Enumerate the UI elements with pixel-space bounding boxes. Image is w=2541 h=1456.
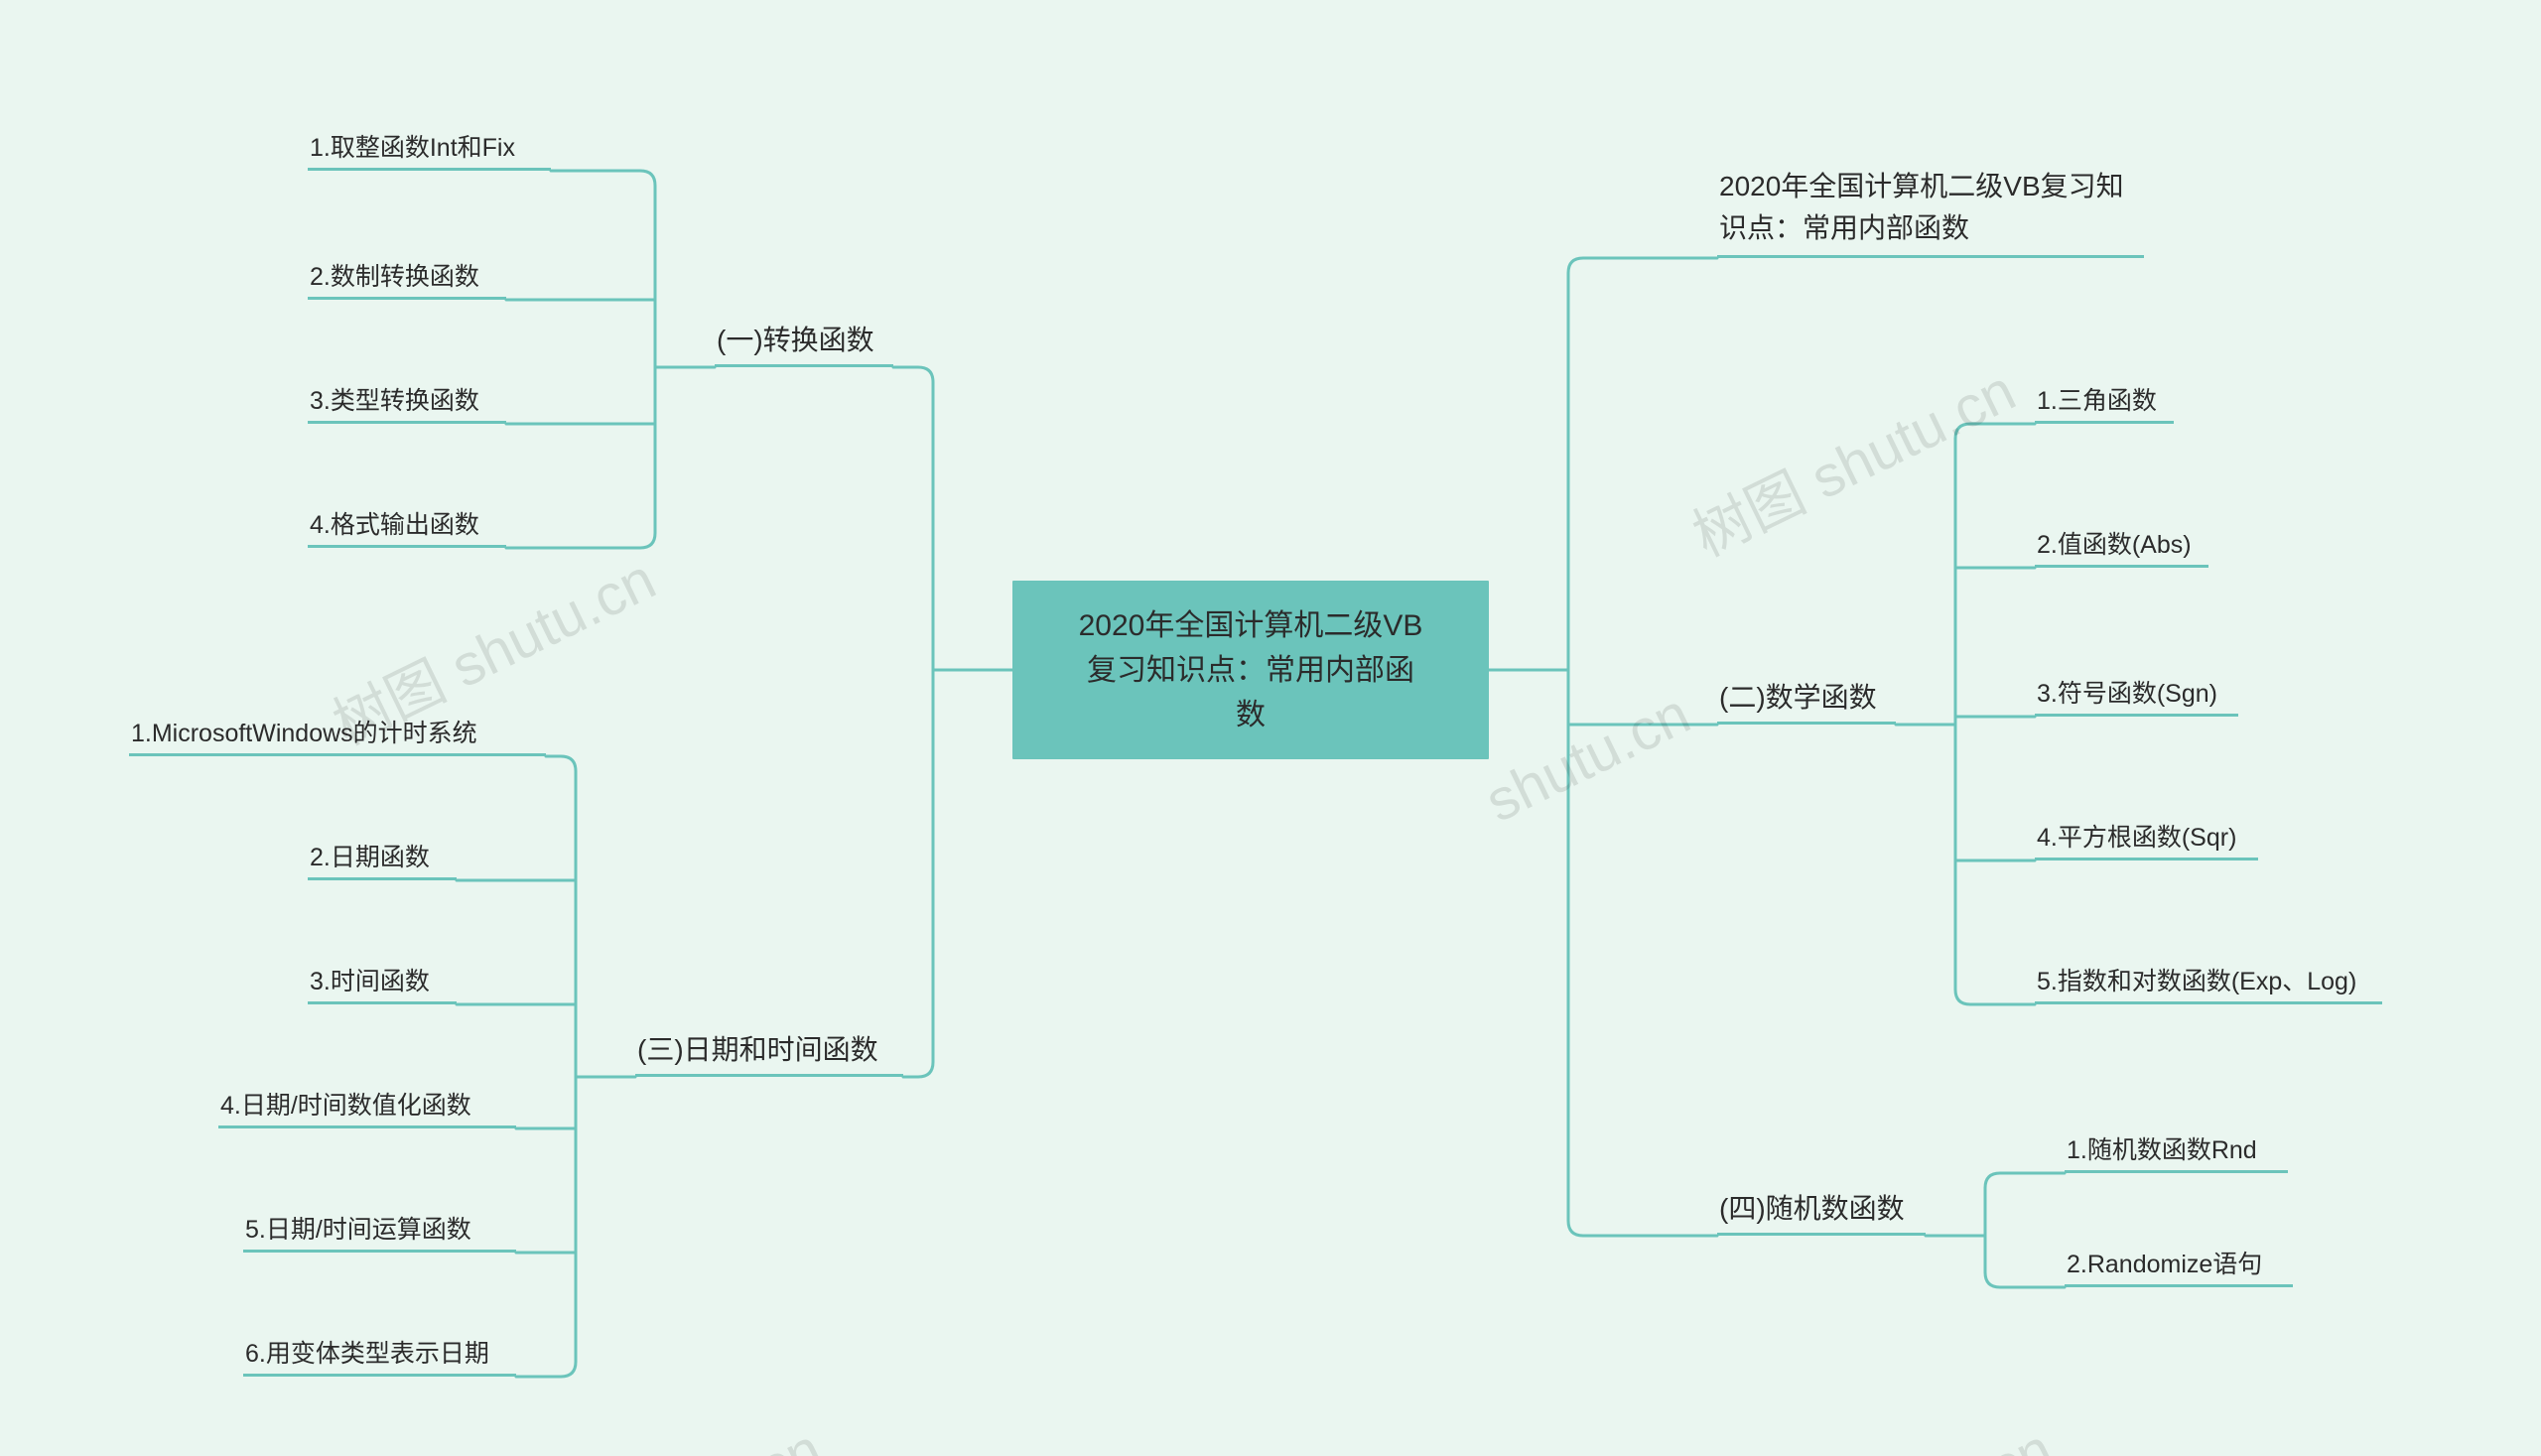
left-branch-1-leaf-4[interactable]: 5.日期/时间运算函数 xyxy=(243,1211,516,1253)
right-branch-2[interactable]: (四)随机数函数 xyxy=(1717,1186,1926,1236)
left-branch-0-leaf-2[interactable]: 3.类型转换函数 xyxy=(308,382,506,424)
left-branch-1[interactable]: (三)日期和时间函数 xyxy=(635,1027,903,1077)
right-branch-1[interactable]: (二)数学函数 xyxy=(1717,675,1896,725)
left-branch-1-leaf-1[interactable]: 2.日期函数 xyxy=(308,839,457,880)
right-branch-1-leaf-2[interactable]: 3.符号函数(Sgn) xyxy=(2035,675,2238,717)
left-branch-0-leaf-0[interactable]: 1.取整函数Int和Fix xyxy=(308,129,551,171)
watermark-2: shutu.cn xyxy=(1475,680,1699,835)
watermark-4: .cn xyxy=(1964,1415,2063,1456)
right-branch-0[interactable]: 2020年全国计算机二级VB复习知识点：常用内部函数 xyxy=(1717,159,2144,258)
watermark-3: .cn xyxy=(734,1415,832,1456)
right-branch-2-leaf-0[interactable]: 1.随机数函数Rnd xyxy=(2065,1131,2288,1173)
left-branch-1-leaf-5[interactable]: 6.用变体类型表示日期 xyxy=(243,1335,516,1377)
right-branch-1-leaf-4[interactable]: 5.指数和对数函数(Exp、Log) xyxy=(2035,963,2382,1004)
left-branch-1-leaf-2[interactable]: 3.时间函数 xyxy=(308,963,457,1004)
right-branch-1-leaf-3[interactable]: 4.平方根函数(Sqr) xyxy=(2035,819,2258,860)
watermark-1: 树图 shutu.cn xyxy=(1676,344,2027,573)
left-branch-1-leaf-0[interactable]: 1.MicrosoftWindows的计时系统 xyxy=(129,715,546,756)
left-branch-0-leaf-3[interactable]: 4.格式输出函数 xyxy=(308,506,506,548)
mindmap-stage: 2020年全国计算机二级VB 复习知识点：常用内部函 数 2020年全国计算机二… xyxy=(0,0,2541,1456)
root-node[interactable]: 2020年全国计算机二级VB 复习知识点：常用内部函 数 xyxy=(1012,581,1489,759)
left-branch-1-leaf-3[interactable]: 4.日期/时间数值化函数 xyxy=(218,1087,516,1128)
right-branch-2-leaf-1[interactable]: 2.Randomize语句 xyxy=(2065,1246,2293,1287)
left-branch-0[interactable]: (一)转换函数 xyxy=(715,318,893,367)
right-branch-1-leaf-1[interactable]: 2.值函数(Abs) xyxy=(2035,526,2208,568)
left-branch-0-leaf-1[interactable]: 2.数制转换函数 xyxy=(308,258,506,300)
right-branch-1-leaf-0[interactable]: 1.三角函数 xyxy=(2035,382,2174,424)
